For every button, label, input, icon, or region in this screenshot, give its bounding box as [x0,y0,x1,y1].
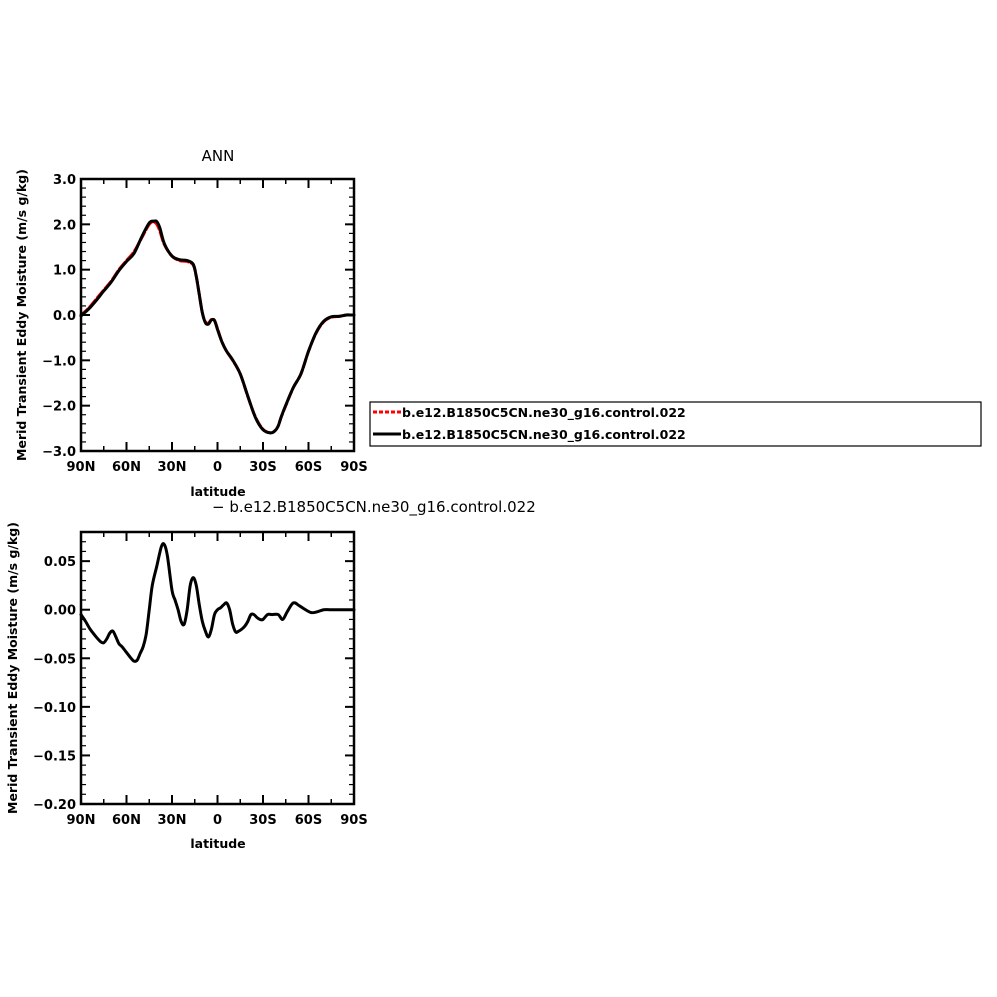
bottom-panel-plot-area [79,542,356,663]
legend-label-red: b.e12.B1850C5CN.ne30_g16.control.022 [402,405,686,421]
top-y-tick-label: −3.0 [42,445,76,460]
bottom-y-tick-label: −0.20 [33,798,76,813]
top-x-tick-label: 30N [158,460,187,475]
bottom-panel: − b.e12.B1850C5CN.ne30_g16.control.022 9… [5,498,536,851]
top-x-tick-label: 60N [112,460,141,475]
top-y-tick-label: 0.0 [53,309,76,324]
top-y-tick-label: −1.0 [42,354,76,369]
bottom-y-tick-label: −0.10 [33,701,76,716]
top-panel-frame [79,177,356,453]
bottom-panel-ylabel: Merid Transient Eddy Moisture (m/s g/kg) [5,522,20,814]
bottom-x-tick-label: 30S [249,813,276,828]
bottom-y-tick-label: −0.15 [33,749,76,764]
bottom-x-tick-label: 0 [213,813,222,828]
top-panel-ylabel: Merid Transient Eddy Moisture (m/s g/kg) [14,169,29,461]
top-x-tick-label: 0 [213,460,222,475]
top-panel-title: ANN [202,147,235,165]
bottom-series-line-0 [79,542,356,663]
top-y-tick-label: −2.0 [42,400,76,415]
bottom-x-tick-label: 30N [158,813,187,828]
bottom-panel-ticks: 90N 60N 30N 0 30S 60S 90S −0.20 −0.15 −0.10 −0.05 0… [33,531,368,828]
top-y-tick-label: 2.0 [53,218,76,233]
top-x-tick-label: 60S [295,460,322,475]
legend: b.e12.B1850C5CN.ne30_g16.control.022 b.e… [369,401,982,447]
top-x-tick-label: 90N [67,460,96,475]
bottom-x-tick-label: 60N [112,813,141,828]
bottom-y-tick-label: 0.05 [44,555,76,570]
bottom-panel-xlabel: latitude [190,836,245,851]
bottom-y-tick-label: −0.05 [33,652,76,667]
bottom-y-tick-label: 0.00 [44,604,76,619]
top-y-tick-label: 3.0 [53,173,76,188]
bottom-panel-title: − b.e12.B1850C5CN.ne30_g16.control.022 [212,498,536,517]
legend-label-black: b.e12.B1850C5CN.ne30_g16.control.022 [402,427,686,443]
top-panel: ANN 90N 60N 30N 0 30S 60S 90S −3.0 −2.0 −1.0 0.0 1.… [14,147,368,499]
legend-box [369,401,982,447]
top-panel-xlabel: latitude [190,484,245,499]
top-x-tick-label: 30S [249,460,276,475]
top-panel-plot-area [79,219,356,435]
bottom-panel-frame [79,530,356,806]
bottom-x-tick-label: 90S [340,813,367,828]
top-x-tick-label: 90S [340,460,367,475]
bottom-x-tick-label: 90N [67,813,96,828]
top-y-tick-label: 1.0 [53,264,76,279]
top-series-line-1 [79,219,356,435]
bottom-x-tick-label: 60S [295,813,322,828]
